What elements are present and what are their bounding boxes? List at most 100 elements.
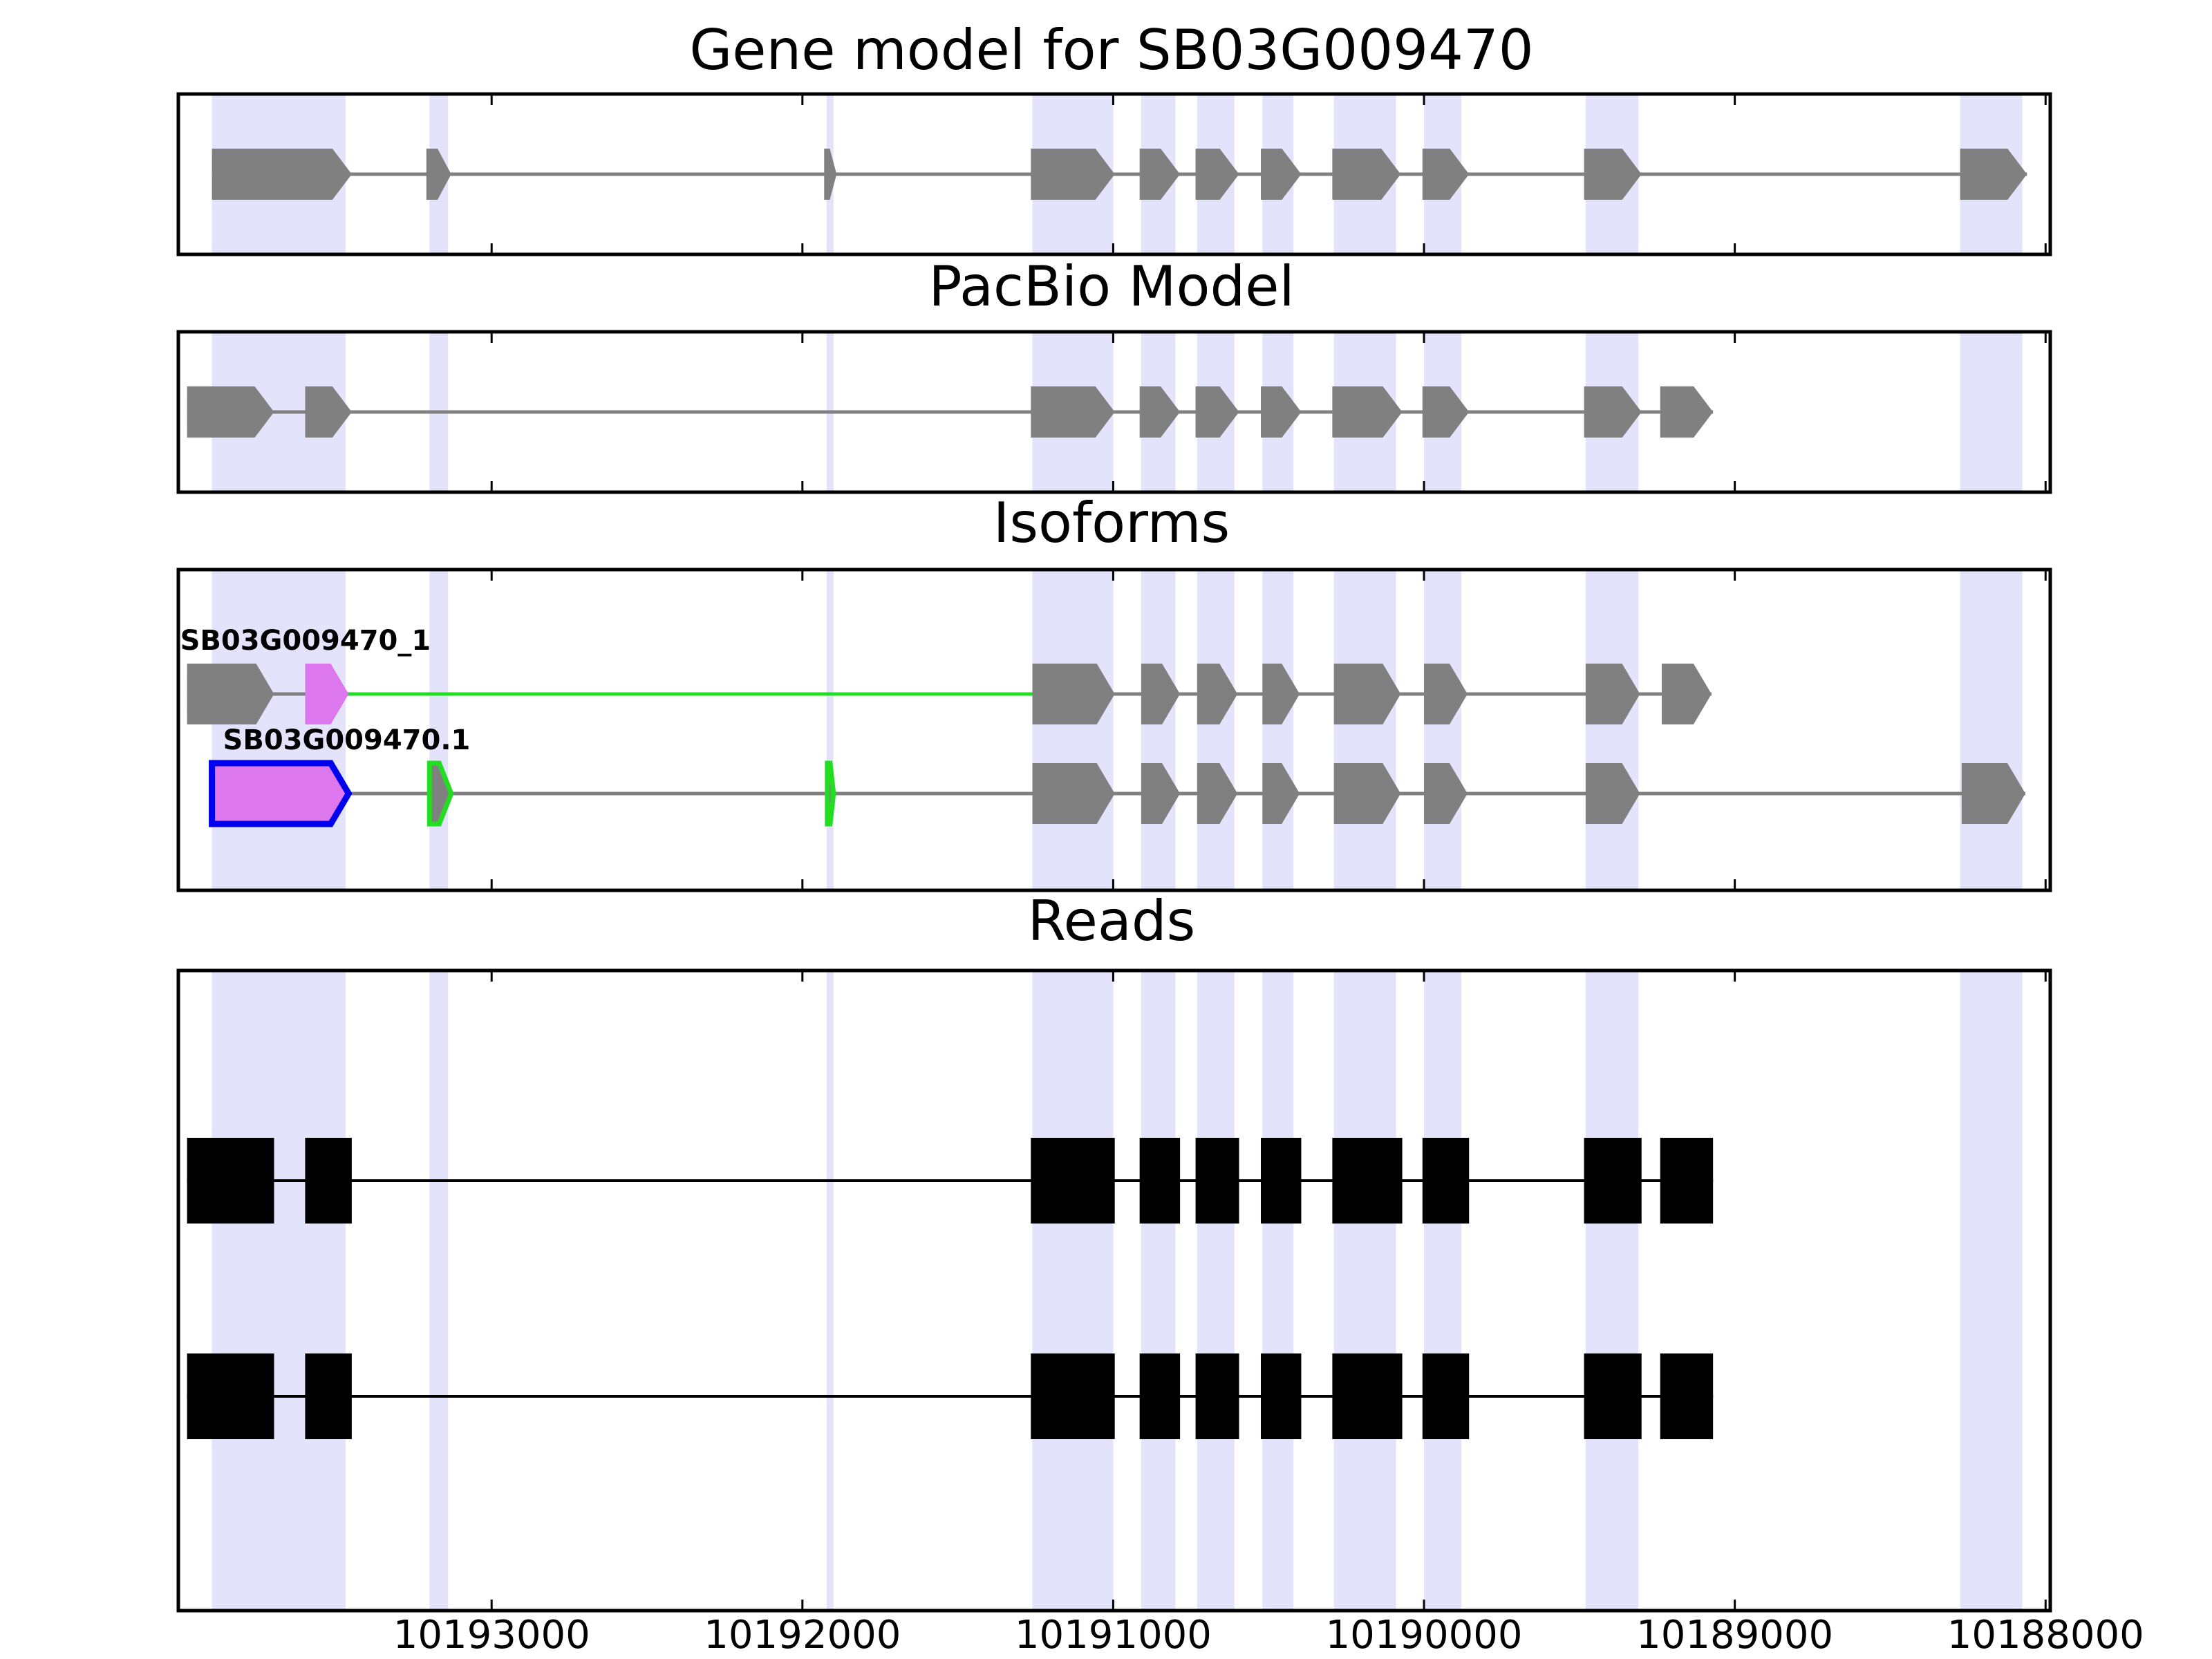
exon-arrow	[1332, 149, 1401, 200]
exon-arrow	[1031, 149, 1115, 200]
exon-arrow	[1195, 149, 1239, 200]
highlight-region	[1333, 971, 1396, 1611]
read-block	[1139, 1138, 1181, 1224]
read-block	[1031, 1353, 1115, 1439]
exon-arrow	[1332, 386, 1403, 438]
highlight-region	[1585, 971, 1639, 1611]
highlight-region	[1960, 332, 2023, 492]
exon-arrow	[1660, 386, 1714, 438]
read-block	[1660, 1353, 1714, 1439]
highlight-region	[1960, 570, 2023, 890]
x-tick-label: 10190000	[1326, 1613, 1523, 1658]
exon-arrow	[1424, 763, 1468, 824]
exon-arrow	[1260, 386, 1302, 438]
highlight-region	[1032, 570, 1114, 890]
exon-arrow	[1139, 386, 1181, 438]
highlight-region	[429, 971, 449, 1611]
exon-arrow	[1961, 763, 2026, 824]
exon-arrow	[1960, 149, 2027, 200]
exon-arrow	[1260, 149, 1302, 200]
isoforms-panel: SB03G009470_1 SB03G009470.1	[176, 568, 2052, 892]
alt-exon-outlined-arrow	[209, 760, 353, 827]
reads-title: Reads	[1028, 889, 1196, 953]
read-block	[1139, 1353, 1181, 1439]
exon-arrow	[1197, 763, 1238, 824]
exon-arrow	[1585, 664, 1640, 724]
highlight-region	[1960, 971, 2023, 1611]
highlight-region	[1141, 971, 1176, 1611]
exon-arrow	[1139, 149, 1181, 200]
panel-frame	[176, 968, 2052, 1613]
exon-arrow	[1195, 386, 1239, 438]
highlight-region	[1333, 570, 1396, 890]
highlight-region	[1262, 971, 1294, 1611]
exon-arrow	[1584, 386, 1642, 438]
highlight-region	[212, 570, 346, 890]
exon-arrow	[1333, 664, 1401, 724]
read-block	[1584, 1138, 1642, 1224]
read-block	[1195, 1353, 1239, 1439]
read-block	[1422, 1138, 1470, 1224]
read-block	[187, 1138, 274, 1224]
panel-frame	[176, 92, 2052, 256]
isoforms-title: Isoforms	[993, 491, 1230, 555]
exon-arrow	[824, 149, 837, 200]
x-tick-label: 10193000	[393, 1613, 590, 1658]
isoform-label: SB03G009470.1	[223, 724, 471, 756]
panel-frame	[176, 330, 2052, 494]
read-block	[305, 1353, 352, 1439]
x-tick-label: 10189000	[1636, 1613, 1833, 1658]
alt-exon-arrow	[305, 664, 349, 724]
exon-arrow	[187, 386, 274, 438]
highlight-region	[1424, 570, 1461, 890]
read-block	[1195, 1138, 1239, 1224]
exon-arrow	[1661, 664, 1712, 724]
highlight-region	[1141, 570, 1176, 890]
x-axis-tick-labels: 10193000 10192000 10191000 10190000 10189000…	[393, 1613, 2144, 1658]
exon-arrow	[1585, 763, 1640, 824]
exon-arrow	[1197, 664, 1238, 724]
read-block	[1260, 1353, 1302, 1439]
highlight-region	[1585, 570, 1639, 890]
exon-arrow	[1262, 763, 1300, 824]
alt-splice-exon	[825, 760, 836, 827]
exon-arrow	[1584, 149, 1642, 200]
exon-arrow	[212, 149, 352, 200]
exon-arrow	[305, 386, 352, 438]
gene-model-panel	[176, 92, 2052, 256]
read-block	[305, 1138, 352, 1224]
highlight-region	[1197, 971, 1235, 1611]
highlight-region	[1424, 971, 1461, 1611]
exon-arrow	[426, 149, 451, 200]
exon-arrow	[1333, 763, 1401, 824]
x-tick-label: 10191000	[1015, 1613, 1212, 1658]
highlight-region	[1262, 570, 1294, 890]
read-block	[1422, 1353, 1470, 1439]
exon-arrow	[1422, 149, 1470, 200]
highlight-region	[1032, 971, 1114, 1611]
read-block	[1660, 1138, 1714, 1224]
exon-arrow	[1424, 664, 1468, 724]
exon-arrow	[1262, 664, 1300, 724]
exon-arrow	[1031, 386, 1115, 438]
exon-arrow	[1141, 664, 1181, 724]
highlight-region	[429, 570, 449, 890]
exon-arrow	[1141, 763, 1181, 824]
exon-arrow	[187, 664, 274, 724]
highlight-region	[826, 570, 834, 890]
read-block	[1332, 1138, 1403, 1224]
highlight-region	[212, 971, 346, 1611]
read-block	[1584, 1353, 1642, 1439]
reads-panel	[176, 968, 2052, 1613]
exon-arrow	[1032, 664, 1115, 724]
gene-model-title: Gene model for SB03G009470	[689, 18, 1533, 82]
read-block	[1031, 1138, 1115, 1224]
panel-frame	[176, 568, 2052, 892]
exon-arrow	[1422, 386, 1470, 438]
highlight-region	[826, 971, 834, 1611]
exon-arrow	[1032, 763, 1115, 824]
pacbio-model-panel	[176, 330, 2052, 494]
isoform-label: SB03G009470_1	[180, 625, 431, 657]
highlight-region	[1197, 570, 1235, 890]
